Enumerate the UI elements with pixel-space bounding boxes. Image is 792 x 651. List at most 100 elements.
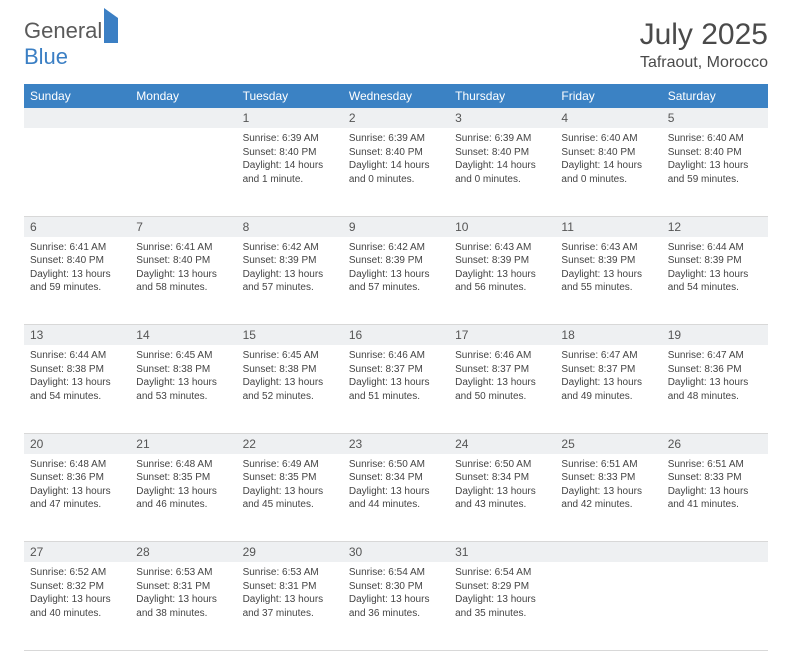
sunrise-text: Sunrise: 6:48 AM [30,458,124,472]
day1-text: Daylight: 13 hours [668,159,762,173]
day-number: 14 [130,325,236,346]
sunset-text: Sunset: 8:40 PM [349,146,443,160]
day-cell: Sunrise: 6:42 AMSunset: 8:39 PMDaylight:… [237,237,343,325]
day2-text: and 1 minute. [243,173,337,187]
sunset-text: Sunset: 8:40 PM [243,146,337,160]
day-cell: Sunrise: 6:51 AMSunset: 8:33 PMDaylight:… [662,454,768,542]
sunrise-text: Sunrise: 6:44 AM [30,349,124,363]
day-details: Sunrise: 6:51 AMSunset: 8:33 PMDaylight:… [555,454,661,518]
sunset-text: Sunset: 8:29 PM [455,580,549,594]
sunrise-text: Sunrise: 6:51 AM [561,458,655,472]
day1-text: Daylight: 13 hours [136,485,230,499]
day-details: Sunrise: 6:39 AMSunset: 8:40 PMDaylight:… [449,128,555,192]
sunrise-text: Sunrise: 6:45 AM [136,349,230,363]
day-cell: Sunrise: 6:50 AMSunset: 8:34 PMDaylight:… [343,454,449,542]
day-cell: Sunrise: 6:44 AMSunset: 8:38 PMDaylight:… [24,345,130,433]
day-number: 15 [237,325,343,346]
brand-text: General Blue [24,18,118,70]
day-details: Sunrise: 6:42 AMSunset: 8:39 PMDaylight:… [237,237,343,301]
sunset-text: Sunset: 8:38 PM [30,363,124,377]
day-details: Sunrise: 6:43 AMSunset: 8:39 PMDaylight:… [555,237,661,301]
day2-text: and 0 minutes. [349,173,443,187]
day2-text: and 36 minutes. [349,607,443,621]
day-header: Sunday [24,84,130,108]
sunrise-text: Sunrise: 6:39 AM [455,132,549,146]
day1-text: Daylight: 13 hours [243,593,337,607]
day-cell: Sunrise: 6:54 AMSunset: 8:30 PMDaylight:… [343,562,449,650]
day-content-row: Sunrise: 6:39 AMSunset: 8:40 PMDaylight:… [24,128,768,216]
day-number: 10 [449,216,555,237]
day1-text: Daylight: 13 hours [668,268,762,282]
sunrise-text: Sunrise: 6:54 AM [455,566,549,580]
day-number: 24 [449,433,555,454]
sunset-text: Sunset: 8:35 PM [243,471,337,485]
day-number: 4 [555,108,661,128]
day2-text: and 57 minutes. [349,281,443,295]
day-number: 1 [237,108,343,128]
sunset-text: Sunset: 8:40 PM [455,146,549,160]
day-number-row: 13141516171819 [24,325,768,346]
day-details: Sunrise: 6:43 AMSunset: 8:39 PMDaylight:… [449,237,555,301]
brand-logo: General Blue [24,18,118,70]
day-number: 18 [555,325,661,346]
sunset-text: Sunset: 8:36 PM [30,471,124,485]
day-details: Sunrise: 6:54 AMSunset: 8:29 PMDaylight:… [449,562,555,626]
sunrise-text: Sunrise: 6:43 AM [561,241,655,255]
sunset-text: Sunset: 8:39 PM [349,254,443,268]
day-number-row: 12345 [24,108,768,128]
day-number: 23 [343,433,449,454]
calendar-body: 12345Sunrise: 6:39 AMSunset: 8:40 PMDayl… [24,108,768,650]
day-cell: Sunrise: 6:48 AMSunset: 8:36 PMDaylight:… [24,454,130,542]
day2-text: and 55 minutes. [561,281,655,295]
day1-text: Daylight: 13 hours [136,268,230,282]
title-block: July 2025 Tafraout, Morocco [640,18,768,72]
sunset-text: Sunset: 8:39 PM [455,254,549,268]
day-header: Wednesday [343,84,449,108]
day-cell: Sunrise: 6:51 AMSunset: 8:33 PMDaylight:… [555,454,661,542]
brand-part1: General [24,18,102,43]
day1-text: Daylight: 14 hours [243,159,337,173]
day-cell: Sunrise: 6:46 AMSunset: 8:37 PMDaylight:… [449,345,555,433]
day-cell: Sunrise: 6:39 AMSunset: 8:40 PMDaylight:… [449,128,555,216]
sunset-text: Sunset: 8:39 PM [668,254,762,268]
day2-text: and 54 minutes. [30,390,124,404]
day-number-row: 20212223242526 [24,433,768,454]
day1-text: Daylight: 13 hours [561,485,655,499]
day-content-row: Sunrise: 6:44 AMSunset: 8:38 PMDaylight:… [24,345,768,433]
day2-text: and 44 minutes. [349,498,443,512]
sunrise-text: Sunrise: 6:53 AM [136,566,230,580]
day1-text: Daylight: 14 hours [455,159,549,173]
day-cell: Sunrise: 6:40 AMSunset: 8:40 PMDaylight:… [662,128,768,216]
day2-text: and 42 minutes. [561,498,655,512]
sunrise-text: Sunrise: 6:47 AM [561,349,655,363]
day2-text: and 37 minutes. [243,607,337,621]
sunrise-text: Sunrise: 6:44 AM [668,241,762,255]
day2-text: and 0 minutes. [561,173,655,187]
day-number: 21 [130,433,236,454]
day1-text: Daylight: 13 hours [30,268,124,282]
day1-text: Daylight: 13 hours [243,485,337,499]
day-header-row: Sunday Monday Tuesday Wednesday Thursday… [24,84,768,108]
day1-text: Daylight: 13 hours [349,376,443,390]
day-details: Sunrise: 6:52 AMSunset: 8:32 PMDaylight:… [24,562,130,626]
sunset-text: Sunset: 8:40 PM [136,254,230,268]
day-number: 12 [662,216,768,237]
sunrise-text: Sunrise: 6:41 AM [136,241,230,255]
day-cell: Sunrise: 6:49 AMSunset: 8:35 PMDaylight:… [237,454,343,542]
page-header: General Blue July 2025 Tafraout, Morocco [24,18,768,72]
day2-text: and 53 minutes. [136,390,230,404]
day-details: Sunrise: 6:39 AMSunset: 8:40 PMDaylight:… [237,128,343,192]
day-number: 28 [130,542,236,563]
day2-text: and 49 minutes. [561,390,655,404]
day1-text: Daylight: 13 hours [455,485,549,499]
sunset-text: Sunset: 8:40 PM [30,254,124,268]
day-cell [130,128,236,216]
sunset-text: Sunset: 8:38 PM [136,363,230,377]
sunset-text: Sunset: 8:30 PM [349,580,443,594]
day-number: 30 [343,542,449,563]
day-details: Sunrise: 6:39 AMSunset: 8:40 PMDaylight:… [343,128,449,192]
day-number: 20 [24,433,130,454]
sunset-text: Sunset: 8:38 PM [243,363,337,377]
brand-part2: Blue [24,44,68,69]
sunset-text: Sunset: 8:34 PM [349,471,443,485]
